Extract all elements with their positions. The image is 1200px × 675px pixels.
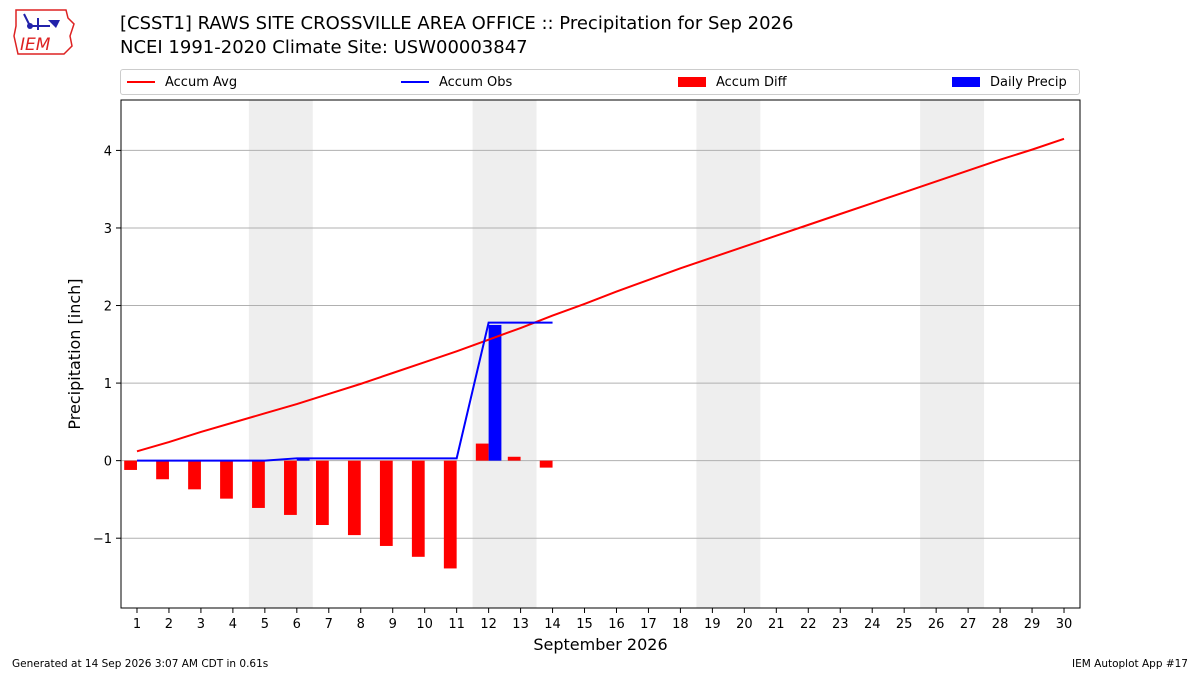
y-tick-label-3: 2 — [104, 300, 112, 315]
legend-item-daily-precip: Daily Precip — [952, 70, 1067, 94]
legend-label-accum-diff: Accum Diff — [716, 74, 787, 90]
daily-precip-bar-6 — [296, 458, 310, 461]
accum-diff-bar-12 — [475, 443, 489, 461]
grid-lines — [121, 149, 1080, 539]
accum-diff-bar-1 — [124, 460, 137, 470]
footer-app-id: IEM Autoplot App #17 — [1072, 658, 1188, 670]
y-tick-label-2: 1 — [104, 377, 112, 392]
legend-swatch-accum-avg — [127, 81, 155, 83]
series-lines — [136, 137, 1065, 462]
x-tick-label-7: 7 — [325, 617, 333, 632]
x-tick-label-20: 20 — [736, 617, 753, 632]
y-tick-label-0: −1 — [93, 532, 112, 547]
accum-avg-line — [136, 137, 1065, 453]
accum-diff-bar-14 — [539, 460, 553, 468]
x-tick-label-15: 15 — [576, 617, 593, 632]
legend-swatch-accum-obs — [401, 81, 429, 83]
accum-diff-bar-7 — [315, 460, 329, 526]
x-tick-label-22: 22 — [800, 617, 817, 632]
x-tick-label-29: 29 — [1024, 617, 1041, 632]
x-tick-label-4: 4 — [229, 617, 237, 632]
legend-item-accum-avg: Accum Avg — [127, 70, 237, 94]
x-tick-label-26: 26 — [928, 617, 945, 632]
x-tick-label-24: 24 — [864, 617, 881, 632]
x-tick-label-8: 8 — [357, 617, 365, 632]
weekend-band-1 — [472, 100, 537, 608]
bars — [124, 324, 553, 569]
legend-label-daily-precip: Daily Precip — [990, 74, 1067, 90]
chart-legend: Accum Avg Accum Obs Accum Diff Daily Pre… — [120, 69, 1080, 95]
x-tick-label-11: 11 — [448, 617, 465, 632]
footer-generated: Generated at 14 Sep 2026 3:07 AM CDT in … — [12, 658, 269, 670]
x-axis-ticks: 1 2 3 4 5 6 7 8 9 10 11 12 13 14 15 16 17 18 19 20 21 22 23 24 2… — [133, 608, 1072, 632]
weekend-band-0 — [248, 100, 313, 608]
weekend-band-2 — [696, 100, 761, 608]
x-tick-label-3: 3 — [197, 617, 205, 632]
x-tick-label-21: 21 — [768, 617, 785, 632]
accum-diff-bar-3 — [188, 460, 201, 490]
legend-swatch-accum-diff — [678, 77, 706, 87]
x-tick-label-23: 23 — [832, 617, 849, 632]
logo-text: IEM — [20, 35, 51, 55]
plot-frame — [120, 99, 1081, 609]
x-tick-label-28: 28 — [992, 617, 1009, 632]
x-tick-label-6: 6 — [293, 617, 301, 632]
x-tick-label-13: 13 — [512, 617, 529, 632]
accum-diff-bar-9 — [379, 460, 393, 546]
daily-precip-bar-12 — [488, 324, 502, 461]
legend-label-accum-avg: Accum Avg — [165, 74, 238, 90]
y-tick-label-5: 4 — [104, 144, 112, 159]
x-tick-label-19: 19 — [704, 617, 721, 632]
accum-diff-bar-5 — [252, 460, 265, 508]
x-tick-label-1: 1 — [133, 617, 141, 632]
chart-title: [CSST1] RAWS SITE CROSSVILLE AREA OFFICE… — [120, 12, 793, 60]
weekend-shading — [248, 100, 985, 608]
accum-diff-bar-11 — [443, 460, 457, 569]
y-tick-label-1: 0 — [104, 455, 112, 470]
x-tick-label-16: 16 — [608, 617, 625, 632]
title-line-1: [CSST1] RAWS SITE CROSSVILLE AREA OFFICE… — [120, 13, 794, 34]
x-tick-label-17: 17 — [640, 617, 657, 632]
accum-diff-bar-4 — [220, 460, 233, 499]
accum-diff-bar-8 — [347, 460, 361, 536]
title-line-2: NCEI 1991-2020 Climate Site: USW00003847 — [120, 37, 528, 58]
legend-item-accum-obs: Accum Obs — [401, 70, 512, 94]
x-tick-label-2: 2 — [165, 617, 173, 632]
accum-obs-line — [136, 321, 553, 462]
x-tick-label-18: 18 — [672, 617, 689, 632]
x-tick-label-10: 10 — [416, 617, 433, 632]
accum-diff-bar-2 — [156, 460, 169, 480]
x-tick-label-27: 27 — [960, 617, 977, 632]
legend-item-accum-diff: Accum Diff — [678, 70, 787, 94]
legend-swatch-daily-precip — [952, 77, 980, 87]
accum-diff-bar-10 — [411, 460, 425, 557]
weekend-band-3 — [920, 100, 985, 608]
x-tick-label-12: 12 — [480, 617, 497, 632]
x-tick-label-25: 25 — [896, 617, 913, 632]
y-tick-label-4: 3 — [104, 222, 112, 237]
accum-diff-bar-13 — [507, 456, 521, 461]
accum-diff-bar-6 — [284, 460, 297, 515]
x-tick-label-5: 5 — [261, 617, 269, 632]
iem-logo: IEM — [8, 6, 80, 58]
x-tick-label-9: 9 — [389, 617, 397, 632]
y-axis-label: Precipitation [inch] — [65, 278, 84, 429]
legend-label-accum-obs: Accum Obs — [439, 74, 513, 90]
x-axis-label: September 2026 — [533, 635, 667, 654]
y-axis-ticks: −1 0 1 2 3 4 — [93, 144, 121, 547]
x-tick-label-30: 30 — [1056, 617, 1073, 632]
x-tick-label-14: 14 — [544, 617, 561, 632]
